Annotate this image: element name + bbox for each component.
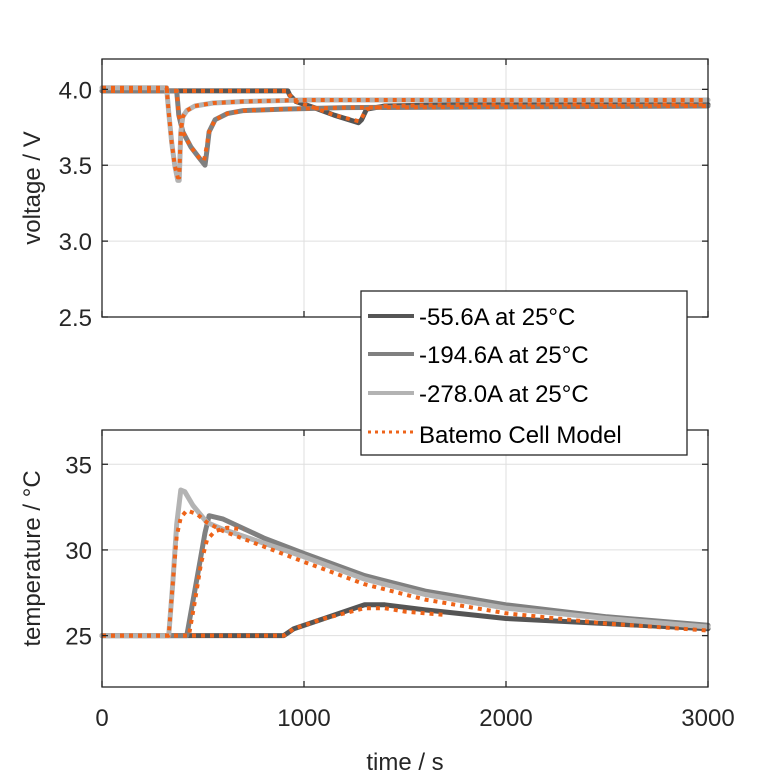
series-line [99, 602, 711, 639]
series-line [102, 88, 708, 124]
voltage-series [99, 85, 711, 183]
temperature-ytick-label: 35 [65, 452, 92, 479]
legend: -55.6A at 25°C -194.6A at 25°C -278.0A a… [360, 290, 688, 456]
legend-box [360, 290, 688, 456]
temperature-axes: 25 30 35 0 1000 2000 3000 temperature / … [19, 429, 735, 776]
temperature-ytick-label: 30 [65, 538, 92, 565]
xtick-label: 2000 [479, 705, 532, 732]
legend-label: -278.0A at 25°C [419, 381, 589, 408]
voltage-y-axis-label: voltage / V [19, 131, 46, 244]
voltage-ytick-label: 3.5 [59, 153, 92, 180]
temperature-ytick-labels: 25 30 35 [65, 452, 92, 650]
temperature-axes-frame [101, 429, 709, 688]
series-line [102, 508, 709, 638]
legend-label: -194.6A at 25°C [419, 342, 589, 369]
voltage-ytick-labels: 2.5 3.0 3.5 4.0 [59, 77, 92, 332]
series-line [102, 88, 709, 163]
temperature-ytick-label: 25 [65, 624, 92, 651]
voltage-ytick-label: 4.0 [59, 77, 92, 104]
legend-label: Batemo Cell Model [419, 422, 622, 449]
xtick-label: 0 [95, 705, 108, 732]
series-line [102, 85, 708, 180]
temperature-y-axis-label: temperature / °C [19, 470, 46, 646]
temperature-xtick-labels: 0 1000 2000 3000 [95, 705, 734, 732]
temperature-grid [101, 430, 709, 687]
x-axis-label: time / s [366, 749, 443, 776]
temperature-ticks [101, 430, 709, 687]
legend-label: -55.6A at 25°C [419, 304, 575, 331]
xtick-label: 1000 [277, 705, 330, 732]
voltage-ytick-label: 3.0 [59, 229, 92, 256]
temperature-series [99, 487, 711, 639]
series-line [102, 606, 446, 638]
voltage-ytick-label: 2.5 [59, 305, 92, 332]
series-line [102, 525, 244, 638]
xtick-label: 3000 [681, 705, 734, 732]
